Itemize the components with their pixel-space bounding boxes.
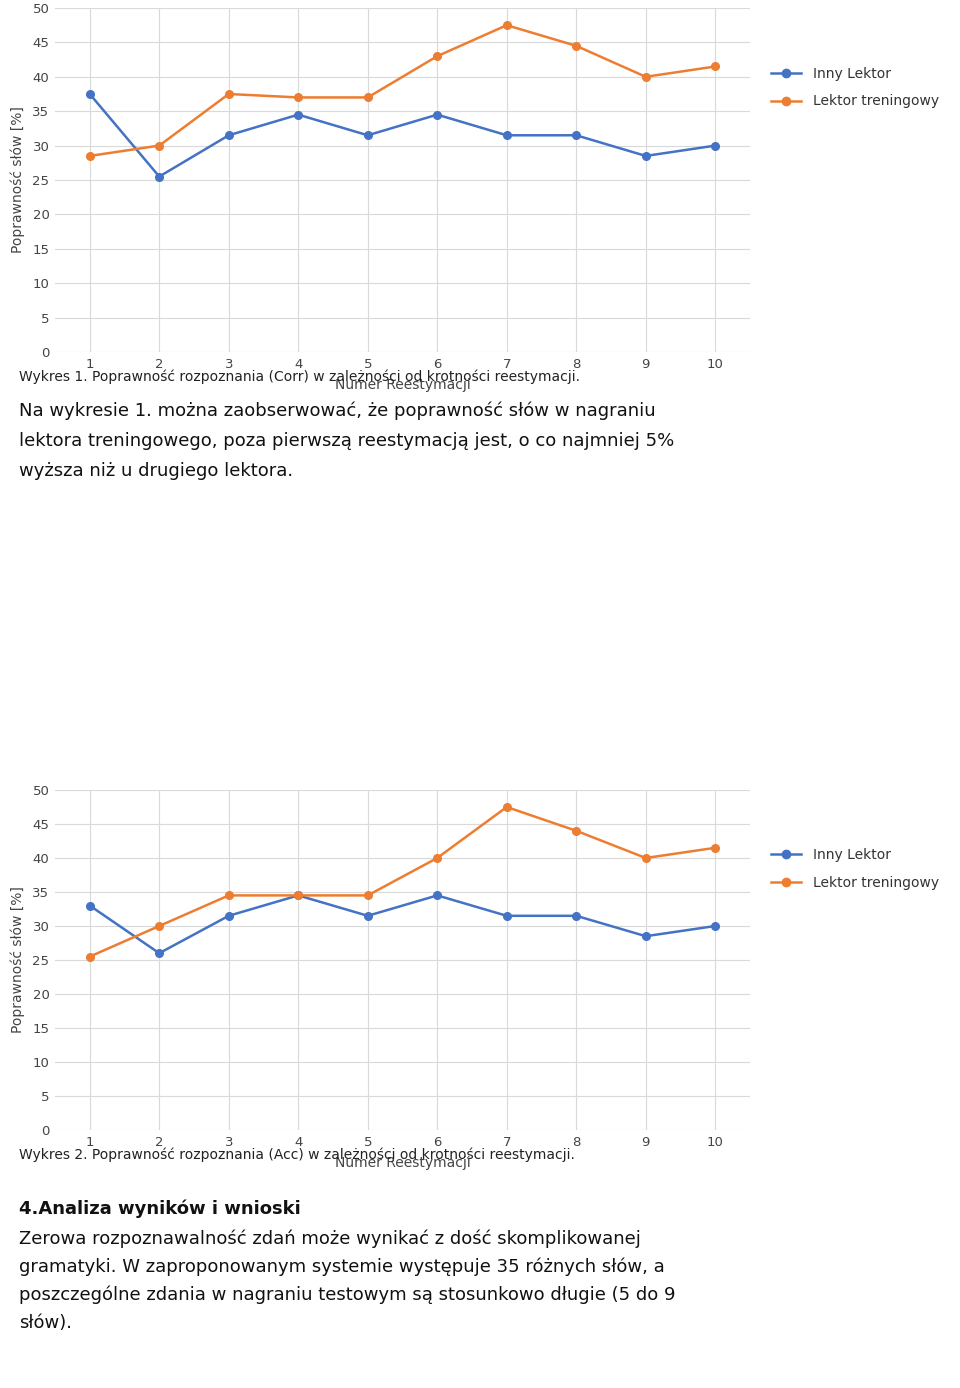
- Legend: Inny Lektor, Lektor treningowy: Inny Lektor, Lektor treningowy: [771, 67, 939, 108]
- Text: poszczególne zdania w nagraniu testowym są stosunkowo długie (5 do 9: poszczególne zdania w nagraniu testowym …: [19, 1287, 676, 1305]
- Y-axis label: Poprawność słów [%]: Poprawność słów [%]: [11, 887, 26, 1034]
- Legend: Inny Lektor, Lektor treningowy: Inny Lektor, Lektor treningowy: [771, 848, 939, 890]
- Text: wyższa niż u drugiego lektora.: wyższa niż u drugiego lektora.: [19, 462, 294, 480]
- Text: słów).: słów).: [19, 1314, 72, 1332]
- Text: Na wykresie 1. można zaobserwować, że poprawność słów w nagraniu: Na wykresie 1. można zaobserwować, że po…: [19, 403, 656, 421]
- Text: gramatyki. W zaproponowanym systemie występuje 35 różnych słów, a: gramatyki. W zaproponowanym systemie wys…: [19, 1258, 665, 1277]
- Y-axis label: Poprawność słów [%]: Poprawność słów [%]: [11, 107, 26, 254]
- Text: Wykres 2. Poprawność rozpoznania (Acc) w zależności od krotności reestymacji.: Wykres 2. Poprawność rozpoznania (Acc) w…: [19, 1148, 575, 1163]
- Text: 4.Analiza wyników i wnioski: 4.Analiza wyników i wnioski: [19, 1201, 300, 1219]
- X-axis label: Numer Reestymacji: Numer Reestymacji: [335, 378, 470, 391]
- Text: Zerowa rozpoznawalność zdań może wynikać z dość skomplikowanej: Zerowa rozpoznawalność zdań może wynikać…: [19, 1230, 641, 1248]
- Text: Wykres 1. Poprawność rozpoznania (Corr) w zależności od krotności reestymacji.: Wykres 1. Poprawność rozpoznania (Corr) …: [19, 371, 580, 384]
- Text: lektora treningowego, poza pierwszą reestymacją jest, o co najmniej 5%: lektora treningowego, poza pierwszą rees…: [19, 432, 675, 450]
- X-axis label: Numer Reestymacji: Numer Reestymacji: [335, 1155, 470, 1170]
